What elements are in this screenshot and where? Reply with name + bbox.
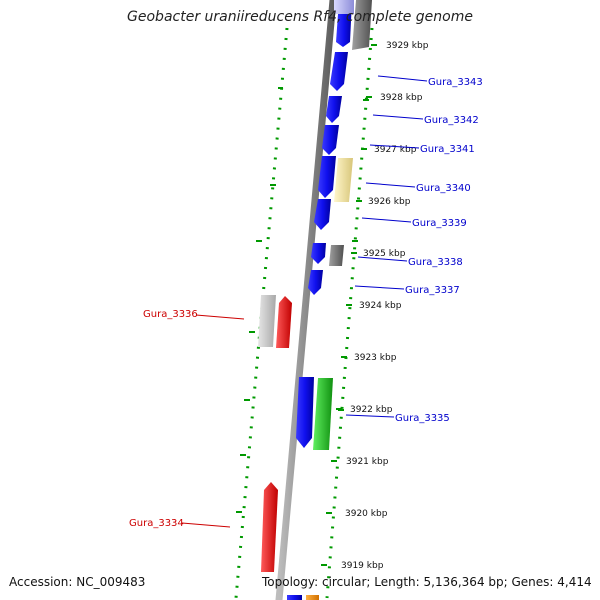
ruler-label-3924: 3924 kbp bbox=[359, 301, 402, 311]
ruler-label-3927: 3927 kbp bbox=[374, 145, 417, 155]
gene-label-gura-3335[interactable]: Gura_3335 bbox=[395, 413, 450, 424]
ruler-label-3919: 3919 kbp bbox=[341, 561, 384, 571]
gene-arrow-gura-3338[interactable] bbox=[311, 243, 326, 264]
gene-arrow-gura-3343[interactable] bbox=[330, 52, 348, 91]
ruler-label-3925: 3925 kbp bbox=[363, 249, 406, 259]
gene-box-gray-3338[interactable] bbox=[329, 245, 344, 266]
gene-box-green[interactable] bbox=[313, 378, 333, 450]
ruler-label-3923: 3923 kbp bbox=[354, 353, 397, 363]
gene-label-gura-3336[interactable]: Gura_3336 bbox=[143, 309, 198, 320]
map-title: Geobacter uraniireducens Rf4, complete g… bbox=[127, 9, 473, 25]
gene-labels[interactable]: Gura_3343 Gura_3342 Gura_3341 Gura_3340 … bbox=[129, 77, 483, 529]
gene-arrow-gura-3340[interactable] bbox=[318, 156, 336, 198]
gene-box-yellow[interactable] bbox=[334, 158, 353, 202]
gc-skew-ticks bbox=[236, 87, 369, 513]
gene-arrow-gura-3336[interactable] bbox=[276, 296, 292, 348]
genome-backbone bbox=[275, 0, 337, 600]
gene-arrow-gura-3337[interactable] bbox=[308, 270, 323, 295]
gene-label-gura-3343[interactable]: Gura_3343 bbox=[428, 77, 483, 88]
gene-label-gura-3338[interactable]: Gura_3338 bbox=[408, 257, 463, 268]
ruler-label-3921: 3921 kbp bbox=[346, 457, 389, 467]
gene-box-gray-top[interactable] bbox=[352, 0, 372, 50]
ruler-labels: 3929 kbp 3928 kbp 3927 kbp 3926 kbp 3925… bbox=[341, 41, 429, 571]
gene-label-gura-3339[interactable]: Gura_3339 bbox=[412, 218, 467, 229]
gene-arrow-gura-3342[interactable] bbox=[326, 96, 342, 123]
gene-label-gura-3340[interactable]: Gura_3340 bbox=[416, 183, 471, 194]
ruler-ticks bbox=[321, 44, 377, 566]
gene-label-gura-3337[interactable]: Gura_3337 bbox=[405, 285, 460, 296]
gene-arrow-gura-3335[interactable] bbox=[296, 377, 314, 448]
gene-label-gura-3342[interactable]: Gura_3342 bbox=[424, 115, 479, 126]
ruler-label-3920: 3920 kbp bbox=[345, 509, 388, 519]
gene-box-top-light[interactable] bbox=[334, 0, 354, 14]
accession-label: Accession: NC_009483 bbox=[9, 575, 146, 589]
ruler-label-3928: 3928 kbp bbox=[380, 93, 423, 103]
ruler-label-3929: 3929 kbp bbox=[386, 41, 429, 51]
gene-label-gura-3334[interactable]: Gura_3334 bbox=[129, 518, 184, 529]
gene-arrow-gura-3339[interactable] bbox=[314, 199, 331, 230]
ruler-label-3926: 3926 kbp bbox=[368, 197, 411, 207]
gene-box-lightgray-3336[interactable] bbox=[258, 295, 276, 347]
gene-features[interactable] bbox=[258, 0, 372, 600]
topology-label: Topology: circular; Length: 5,136,364 bp… bbox=[262, 575, 592, 589]
gene-leader-lines bbox=[181, 75, 428, 528]
gene-box-bottom-orange[interactable] bbox=[306, 595, 319, 600]
gene-arrow-gura-3341[interactable] bbox=[322, 125, 339, 155]
ruler-label-3922: 3922 kbp bbox=[350, 405, 393, 415]
gene-box-bottom-blue[interactable] bbox=[287, 595, 302, 600]
gene-label-gura-3341[interactable]: Gura_3341 bbox=[420, 144, 475, 155]
gene-arrow-gura-3334[interactable] bbox=[261, 482, 278, 572]
